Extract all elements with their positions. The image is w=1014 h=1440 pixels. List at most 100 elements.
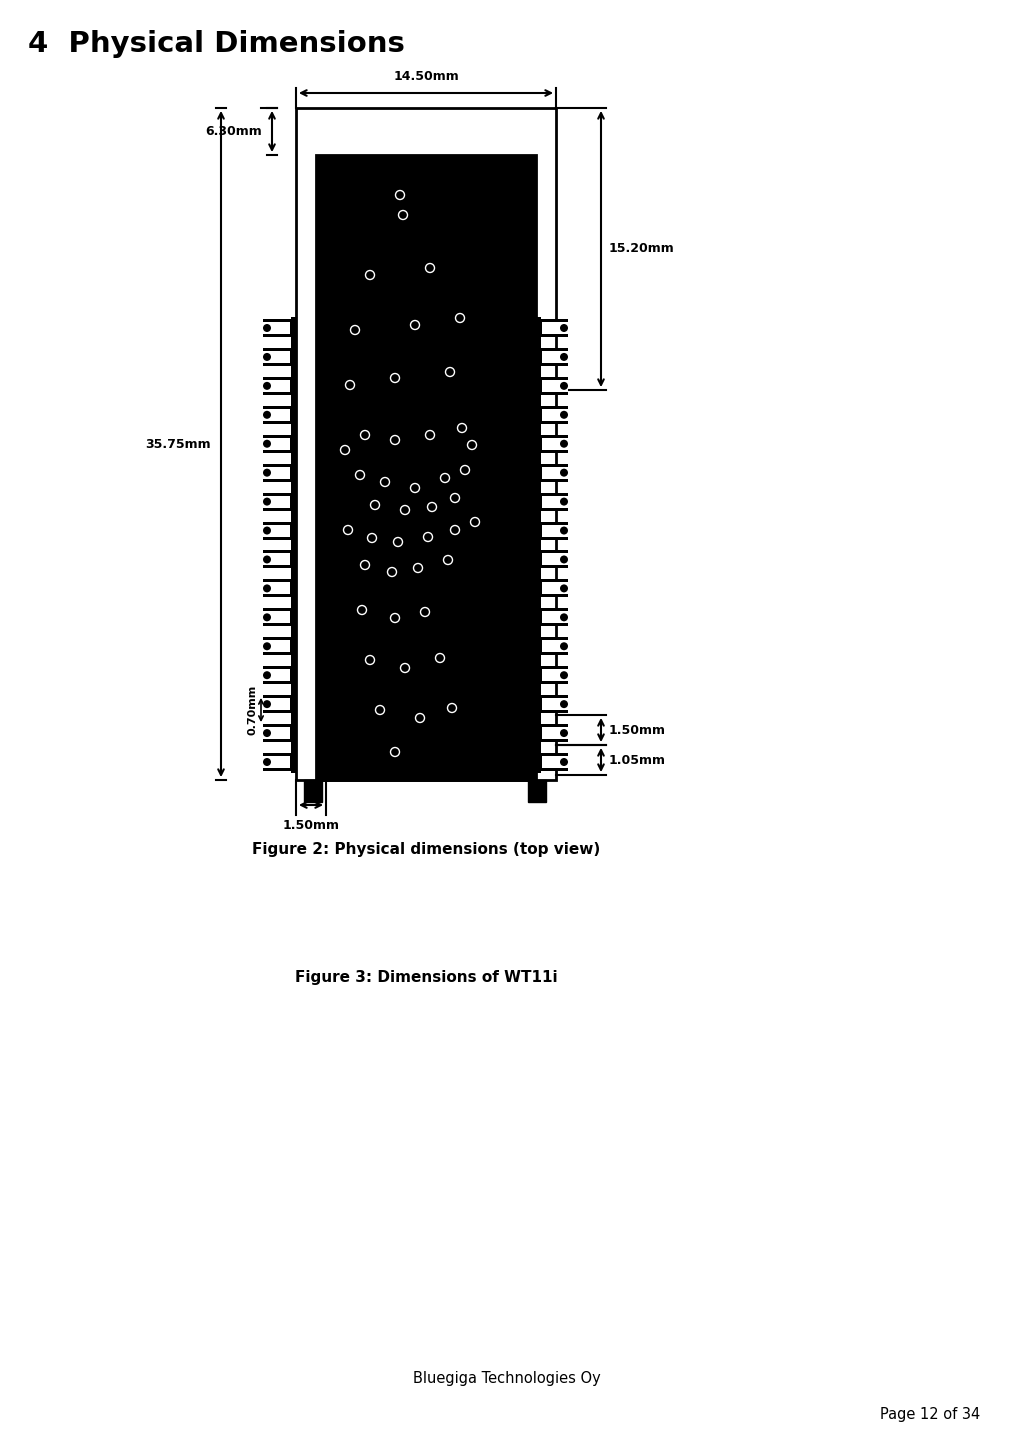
Text: 35.75mm: 35.75mm — [145, 438, 211, 451]
Bar — [263, 641, 290, 652]
Bar — [263, 495, 290, 508]
Bar — [263, 667, 296, 684]
Circle shape — [263, 353, 271, 361]
Bar — [536, 667, 568, 684]
Bar — [263, 579, 296, 598]
Bar — [528, 780, 546, 802]
Bar — [263, 753, 296, 770]
Bar — [263, 670, 290, 681]
Bar — [536, 638, 568, 655]
Text: Page 12 of 34: Page 12 of 34 — [880, 1407, 980, 1423]
Bar — [542, 582, 568, 595]
Circle shape — [263, 757, 271, 766]
Text: 1.05mm: 1.05mm — [609, 753, 666, 766]
Text: 14.50mm: 14.50mm — [393, 71, 459, 84]
Circle shape — [263, 613, 271, 621]
Circle shape — [560, 613, 568, 621]
Circle shape — [560, 382, 568, 390]
Circle shape — [560, 527, 568, 534]
Circle shape — [263, 410, 271, 419]
Bar — [263, 406, 296, 423]
Bar — [542, 612, 568, 624]
Circle shape — [560, 324, 568, 333]
Bar — [263, 435, 296, 452]
Circle shape — [263, 468, 271, 477]
Bar — [263, 553, 290, 566]
Bar — [542, 467, 568, 478]
Bar — [263, 698, 290, 710]
Bar — [263, 638, 296, 655]
Text: 0.70mm: 0.70mm — [247, 685, 257, 736]
Bar — [536, 317, 541, 773]
Bar — [263, 380, 290, 392]
Bar — [263, 467, 290, 478]
Text: Figure 3: Dimensions of WT11i: Figure 3: Dimensions of WT11i — [295, 971, 558, 985]
Text: 4  Physical Dimensions: 4 Physical Dimensions — [28, 30, 405, 58]
Bar — [542, 495, 568, 508]
Bar — [263, 409, 290, 420]
Circle shape — [560, 729, 568, 737]
Circle shape — [560, 700, 568, 708]
Bar — [542, 553, 568, 566]
Bar — [536, 320, 568, 337]
Circle shape — [263, 729, 271, 737]
Circle shape — [560, 671, 568, 680]
Bar — [263, 724, 296, 742]
Bar — [542, 323, 568, 334]
Bar — [542, 380, 568, 392]
Text: 15.20mm: 15.20mm — [609, 242, 674, 255]
Bar — [536, 608, 568, 626]
Bar — [542, 670, 568, 681]
Circle shape — [560, 439, 568, 448]
Bar — [263, 524, 290, 537]
Text: Figure 2: Physical dimensions (top view): Figure 2: Physical dimensions (top view) — [251, 842, 600, 857]
Bar — [263, 320, 296, 337]
Bar — [263, 521, 296, 540]
Bar — [542, 524, 568, 537]
Circle shape — [560, 556, 568, 563]
Bar — [263, 612, 290, 624]
Circle shape — [263, 382, 271, 390]
Circle shape — [263, 527, 271, 534]
Bar — [542, 438, 568, 449]
Circle shape — [560, 757, 568, 766]
Bar — [263, 492, 296, 511]
Bar — [536, 492, 568, 511]
Text: 1.50mm: 1.50mm — [283, 819, 340, 832]
Circle shape — [263, 556, 271, 563]
Circle shape — [263, 439, 271, 448]
Bar — [291, 317, 296, 773]
Bar — [536, 724, 568, 742]
Circle shape — [560, 585, 568, 592]
Bar — [263, 727, 290, 739]
Bar — [263, 351, 290, 363]
Bar — [536, 377, 568, 395]
Bar — [542, 727, 568, 739]
Circle shape — [560, 498, 568, 505]
Circle shape — [560, 468, 568, 477]
Bar — [542, 698, 568, 710]
Bar — [304, 780, 322, 802]
Circle shape — [560, 642, 568, 651]
Bar — [536, 696, 568, 713]
Bar — [536, 464, 568, 481]
Circle shape — [263, 498, 271, 505]
Bar — [263, 464, 296, 481]
Bar — [296, 108, 556, 780]
Bar — [536, 435, 568, 452]
Text: 6.30mm: 6.30mm — [205, 125, 262, 138]
Text: Bluegiga Technologies Oy: Bluegiga Technologies Oy — [413, 1371, 601, 1385]
Circle shape — [263, 324, 271, 333]
Bar — [263, 550, 296, 569]
Bar — [263, 323, 290, 334]
Bar — [263, 756, 290, 768]
Bar — [263, 377, 296, 395]
Circle shape — [263, 700, 271, 708]
Bar — [263, 348, 296, 366]
Bar — [263, 582, 290, 595]
Bar — [316, 156, 536, 780]
Circle shape — [560, 353, 568, 361]
Bar — [542, 351, 568, 363]
Bar — [536, 579, 568, 598]
Bar — [263, 438, 290, 449]
